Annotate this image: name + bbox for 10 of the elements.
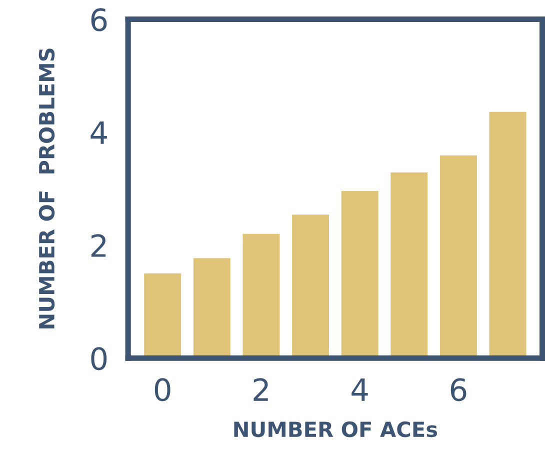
x-tick-label: 0 [154,378,170,402]
y-axis-title: NUMBER OF PROBLEMS [38,48,55,328]
y-tick-label: 0 [91,347,107,370]
y-tick-label: 2 [91,234,106,257]
x-tick-label: 4 [352,378,368,401]
y-tick-label: 4 [90,122,107,144]
x-tick-label: 6 [450,378,466,402]
x-tick-label: 2 [254,378,268,401]
x-axis-title: NUMBER OF ACEs [234,421,438,438]
y-tick-label: 6 [91,8,107,32]
